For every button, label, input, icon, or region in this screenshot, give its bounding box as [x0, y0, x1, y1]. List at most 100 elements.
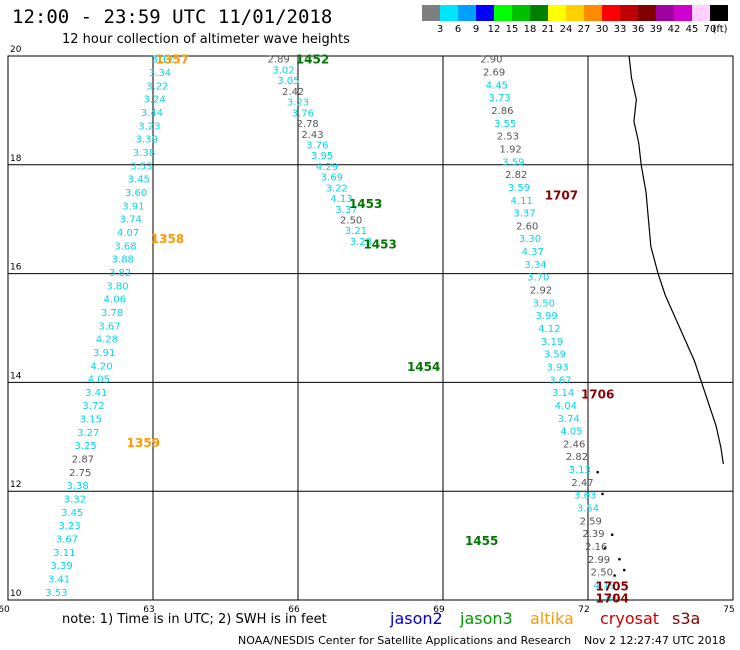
swh-value: 3.30 [519, 234, 541, 245]
swh-value: 3.99 [535, 311, 557, 322]
swh-value: 3.05 [277, 76, 299, 87]
swh-value: 2.69 [483, 68, 505, 79]
island-dot [618, 557, 621, 561]
swh-value: 2.60 [516, 221, 538, 232]
timestamp: Nov 2 12:27:47 UTC 2018 [584, 634, 726, 647]
swh-value: 3.32 [64, 495, 86, 506]
coastline-path [628, 55, 724, 465]
island-dot [610, 533, 614, 537]
swh-value: 3.39 [51, 561, 73, 572]
island-dot [603, 547, 607, 550]
swh-value: 2.42 [282, 87, 304, 98]
swh-value: 3.27 [77, 428, 99, 439]
colorbar-label: 36 [632, 24, 645, 35]
swh-value: 3.22 [146, 81, 168, 92]
swh-value: 4.06 [104, 295, 126, 306]
swh-value: 3.02 [272, 65, 294, 76]
island-dot [613, 574, 616, 577]
swh-value: 4.28 [96, 335, 118, 346]
colorbar-swatch [494, 5, 512, 21]
y-tick-label: 12 [10, 480, 21, 490]
swh-value: 4.11 [511, 196, 533, 207]
colorbar-swatch [476, 5, 494, 21]
colorbar-label: 27 [578, 24, 591, 35]
colorbar-swatch [548, 5, 566, 21]
swh-value: 3.12 [152, 55, 174, 66]
swh-value: 3.91 [93, 348, 115, 359]
swh-value: 2.16 [585, 542, 607, 553]
pass-label-cryosat: 1707 [545, 189, 578, 203]
swh-value: 3.19 [541, 337, 563, 348]
x-tick-label: 60 [0, 605, 10, 615]
swh-value: 3.38 [66, 481, 88, 492]
swh-value: 3.50 [533, 298, 555, 309]
map-subtitle: 12 hour collection of altimeter wave hei… [62, 32, 350, 47]
swh-value: 2.87 [72, 455, 94, 466]
colorbar-swatch [458, 5, 476, 21]
colorbar-unit: (ft) [712, 24, 727, 35]
colorbar-label: 3 [437, 24, 443, 35]
swh-value: 3.13 [569, 465, 591, 476]
swh-value: 3.68 [114, 241, 136, 252]
colorbar-label: 33 [614, 24, 627, 35]
swh-value: 4.45 [486, 80, 508, 91]
swh-value: 3.24 [144, 95, 166, 106]
swh-value: 2.92 [530, 286, 552, 297]
island-dot [596, 470, 599, 474]
swh-value: 3.91 [122, 201, 144, 212]
swh-value: 4.20 [90, 361, 112, 372]
pass-label-jason3: 1452 [296, 53, 329, 67]
legend-jason3: jason3 [460, 609, 513, 628]
colorbar-swatch [512, 5, 530, 21]
colorbar-swatch [584, 5, 602, 21]
swh-value: 3.45 [61, 508, 83, 519]
colorbar-label: 6 [455, 24, 461, 35]
swh-value: 3.34 [149, 68, 171, 79]
colorbar-label: 9 [473, 24, 479, 35]
swh-value: 3.76 [292, 108, 314, 119]
island-dot [601, 492, 604, 496]
swh-value: 2.90 [480, 55, 502, 66]
swh-value: 3.59 [544, 350, 566, 361]
swh-value: 2.47 [571, 478, 593, 489]
swh-value: 4.13 [330, 194, 352, 205]
swh-value: 3.93 [546, 362, 568, 373]
swh-value: 3.11 [53, 548, 75, 559]
swh-value: 1.81 [596, 593, 618, 604]
y-tick-label: 18 [10, 154, 22, 164]
swh-value: 2.59 [580, 516, 602, 527]
coastline [596, 55, 724, 577]
colorbar-label: 18 [524, 24, 537, 35]
swh-value: 3.15 [80, 415, 102, 426]
y-tick-label: 14 [10, 371, 22, 381]
pass-label-jason3: 1455 [465, 534, 498, 548]
swh-points: 3.12 3.34 3.22 3.24 3.44 3.23 3.39 3.38 3.53 3.45… [45, 55, 618, 605]
map-frame: 60 63 66 69 72 75 10 12 14 16 18 20 [0, 45, 735, 615]
swh-value: 2.53 [497, 132, 519, 143]
swh-value: 3.41 [85, 388, 107, 399]
x-tick-label: 69 [433, 605, 445, 615]
pass-labels: 1357 1358 1359 1452 1453 1453 1454 1455 1707 1706… [127, 53, 629, 606]
swh-value: 3.45 [128, 175, 150, 186]
colorbar-swatch [422, 5, 440, 21]
colorbar-swatch [656, 5, 674, 21]
pass-label-altika: 1357 [156, 53, 189, 67]
swh-value: 4.12 [538, 324, 560, 335]
colorbar-label: 12 [488, 24, 501, 35]
swh-value: 2.46 [563, 439, 585, 450]
swh-value: 2.75 [69, 468, 91, 479]
swh-value: 4.19 [593, 580, 615, 591]
colorbar-legend: 3 6 9 12 15 18 21 24 27 30 33 36 39 42 45 70(ft) [422, 5, 728, 35]
swh-value: 3.72 [82, 401, 104, 412]
swh-value: 4.04 [555, 401, 577, 412]
y-tick-label: 20 [10, 45, 22, 55]
swh-value: 3.63 [574, 491, 596, 502]
x-tick-label: 72 [578, 605, 589, 615]
colorbar-swatch [692, 5, 710, 21]
swh-value: 3.23 [58, 521, 80, 532]
colorbar-label: 24 [560, 24, 573, 35]
swh-value: 3.73 [488, 93, 510, 104]
colorbar-swatch [710, 5, 728, 21]
swh-value: 1.92 [500, 144, 522, 155]
